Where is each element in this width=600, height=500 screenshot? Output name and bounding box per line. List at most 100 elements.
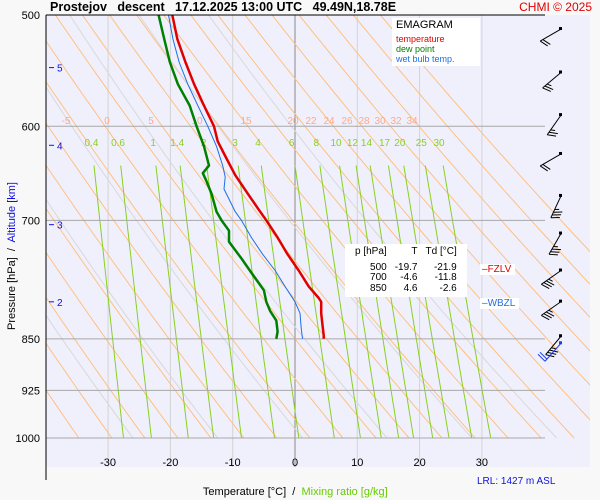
dry-adiabat-line — [352, 15, 590, 285]
fzlv-marker: –FZLV — [480, 264, 516, 275]
wind-barb-feather — [546, 311, 555, 317]
wind-barb-feather — [548, 131, 558, 135]
pressure-ticks: 500 600 700 850 925 1000 — [16, 10, 40, 445]
wind-barb-shaft — [539, 153, 562, 167]
dry-adiabat-label: 26 — [341, 116, 353, 127]
dry-adiabat-line — [380, 15, 590, 253]
mixing-ratio-label: 12 — [347, 138, 359, 149]
temperature-tick-label: 20 — [413, 457, 425, 469]
xlabel-separator: / — [286, 486, 302, 498]
pressure-tick-label: 500 — [22, 10, 40, 22]
table-header-row: p [hPa] T Td [°C] — [351, 246, 461, 258]
table-cell: -2.6 — [439, 282, 457, 294]
dry-adiabat-label: 22 — [305, 116, 317, 127]
wbzl-label: WBZL — [487, 298, 516, 309]
series-line-dew-point — [157, 15, 279, 340]
wind-barb-shaft — [545, 335, 562, 355]
wind-barb — [539, 151, 562, 172]
wind-barb-feather — [550, 251, 560, 253]
mixing-ratio-label: 8 — [314, 138, 320, 149]
wind-barb — [541, 268, 562, 289]
dry-adiabat-line — [325, 15, 590, 319]
mixing-ratio-label: 4 — [255, 138, 261, 149]
table-header: T — [411, 246, 418, 257]
mixing-ratio-label: 17 — [379, 138, 391, 149]
legend-title: EMAGRAM — [396, 19, 453, 31]
chart-title: Prostejov descent 17.12.2025 13:00 UTC 4… — [50, 0, 397, 14]
series-line-temperature — [171, 15, 325, 339]
dry-adiabat-label: 15 — [240, 116, 252, 127]
wind-barb-station — [559, 70, 562, 74]
wind-barb — [546, 113, 562, 137]
table-cell: -11.8 — [434, 272, 457, 283]
dry-adiabat-line — [109, 15, 443, 439]
wind-barb-feather — [539, 351, 548, 360]
dry-adiabat-line — [298, 15, 590, 352]
wind-barb-shaft — [539, 28, 562, 42]
x-axis-label: Temperature [°C] / Mixing ratio [g/kg] — [197, 474, 388, 498]
mixing-ratio-label: 25 — [416, 138, 428, 149]
wind-barb-feather — [539, 165, 548, 172]
wind-barb-feather — [547, 134, 557, 137]
temperature-tick-label: -10 — [225, 457, 241, 469]
wind-barb-feather — [551, 248, 561, 251]
y-axis-label: Pressure [hPa] / Altitude [km] — [6, 166, 18, 346]
wind-barb-feather — [542, 164, 551, 170]
altitude-label: Altitude [km] — [6, 182, 18, 243]
wind-barb-station — [559, 113, 562, 117]
moist-adiabat-line — [46, 314, 134, 439]
dry-adiabat-line — [46, 342, 113, 439]
wind-barb-station — [559, 334, 562, 338]
pressure-tick-label: 850 — [22, 334, 40, 346]
altitude-tick-label: 4 — [57, 141, 63, 152]
wind-barb-feather — [546, 280, 555, 286]
wind-barb-half-feather — [548, 309, 553, 313]
wind-barb-shaft — [541, 270, 562, 285]
wind-barb — [541, 299, 562, 321]
wind-barb-feather — [541, 314, 550, 321]
dry-adiabat-label: 30 — [374, 116, 386, 127]
wind-barb-station — [559, 299, 562, 303]
temperature-tick-label: 10 — [351, 457, 363, 469]
table-header: p [hPa] — [355, 246, 387, 257]
dry-adiabat-line — [46, 40, 344, 439]
temperature-label: Temperature [°C] — [202, 486, 287, 498]
wind-barb-feather — [541, 283, 550, 289]
wind-barb-half-feather — [551, 347, 556, 350]
mixing-ratio-label: 6 — [289, 138, 295, 149]
wind-barb-feather — [542, 39, 551, 45]
temperature-tick-label: 30 — [476, 457, 488, 469]
mixing-ratio-label: 0.6 — [111, 138, 125, 149]
dry-adiabat-label: 34 — [406, 116, 418, 127]
wind-barb-station — [559, 193, 562, 197]
wind-barb-half-feather — [547, 83, 552, 87]
fzlv-label: FZLV — [487, 264, 512, 275]
table-cell: 700 — [370, 272, 387, 283]
altitude-tick-label: 3 — [57, 221, 63, 232]
dry-adiabat-label: 24 — [323, 116, 335, 127]
ylabel-separator: / — [6, 242, 18, 258]
pressure-tick-label: 600 — [22, 121, 40, 133]
pressure-tick-label: 925 — [22, 385, 40, 397]
dry-adiabat-label: 32 — [390, 116, 402, 127]
wind-barb-station — [559, 341, 562, 345]
table-row: 500 -19.7 -21.9 — [351, 261, 461, 274]
mixing-ratio-label: 30 — [434, 138, 446, 149]
wind-barb-feather — [544, 85, 554, 90]
wind-barb-shaft — [544, 342, 562, 362]
wind-barb-feather — [542, 87, 552, 92]
wind-barb — [542, 70, 562, 92]
mixing-ratio-label: 1 — [150, 138, 156, 149]
pressure-label: Pressure [hPa] — [6, 257, 18, 330]
mixing-ratio-label: 14 — [361, 138, 373, 149]
copyright: CHMI © 2025 — [519, 0, 592, 14]
altitude-tick-label: 5 — [57, 64, 63, 75]
dry-adiabat-line — [46, 251, 179, 439]
table-row: 700 -4.6 -11.8 — [351, 272, 461, 284]
dry-adiabat-line — [82, 15, 410, 439]
plot-background — [46, 15, 590, 467]
table-cell: 500 — [370, 261, 387, 273]
altitude-ticks: 5 4 3 2 — [49, 64, 63, 309]
dry-adiabat-label: -5 — [62, 116, 71, 127]
